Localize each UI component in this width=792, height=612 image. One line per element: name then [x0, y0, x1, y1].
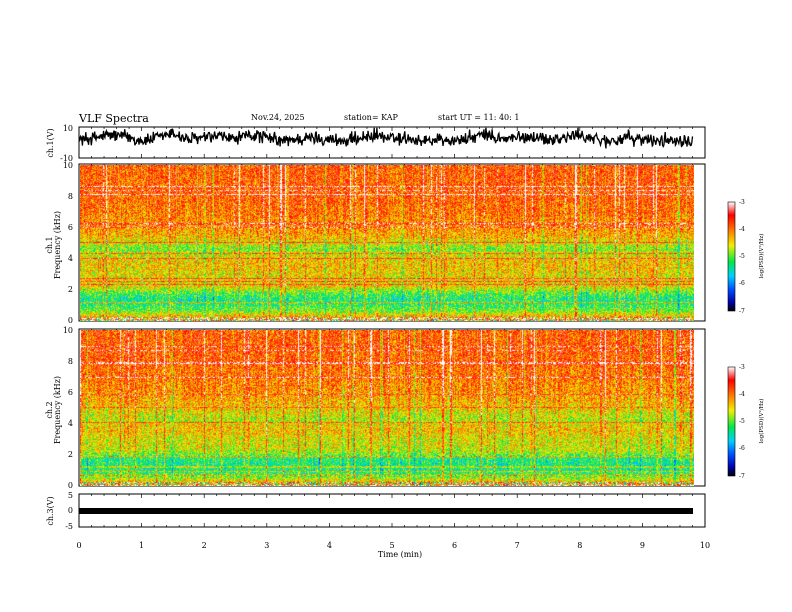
ch2-spectrogram-image: [80, 330, 694, 486]
ch1-freq-tick-0: 0: [68, 316, 73, 325]
ch1-freq-tick-2: 2: [68, 285, 73, 294]
ch1-cbar-tick-m5: -5: [739, 253, 745, 260]
ch2-freq-tick-2: 2: [68, 450, 73, 459]
time-tick-1: 1: [139, 541, 144, 550]
ch1-ylabel: ch.1(V): [46, 128, 55, 157]
time-tick-7: 7: [515, 541, 520, 550]
ch1-freq-tick-6: 6: [68, 223, 73, 232]
ch1-waveform-panel: 10 -10 ch.1(V): [46, 124, 706, 163]
ch1-freq-ylabel-line1: ch.1: [45, 236, 54, 253]
time-tick-3: 3: [264, 541, 269, 550]
ch2-freq-tick-6: 6: [68, 388, 73, 397]
ch3-ytick-top: 5: [68, 491, 73, 500]
ch1-freq-tick-10: 10: [63, 161, 73, 170]
ch3-waveform-trace: [79, 508, 693, 514]
header-date: Nov.24, 2025: [251, 113, 305, 122]
header-station: station= KAP: [344, 113, 398, 122]
ch2-freq-tick-10: 10: [63, 326, 73, 335]
ch1-ytick-top: 10: [63, 124, 73, 133]
ch1-waveform-trace: [78, 127, 694, 149]
ch2-cbar-tick-m4: -4: [739, 391, 745, 398]
ch3-waveform-panel: 5 0 -5 ch.3(V): [46, 491, 706, 531]
time-tick-10: 10: [700, 541, 710, 550]
ch2-cbar-tick-m7: -7: [739, 473, 745, 480]
header-start-time: start UT = 11: 40: 1: [438, 113, 520, 122]
ch1-freq-tick-8: 8: [68, 192, 73, 201]
ch1-colorbar: -3 -4 -5 -6 -7 log(PSD)(V²/Hz): [727, 199, 765, 315]
ch1-freq-ticks: 0 2 4 6 8 10: [63, 161, 73, 325]
ch2-cbar-tick-m3: -3: [739, 364, 745, 371]
ch2-colorbar: -3 -4 -5 -6 -7 log(PSD)(V²/Hz): [727, 364, 765, 480]
ch2-freq-ticks: 0 2 4 6 8 10: [63, 326, 73, 490]
time-tick-2: 2: [202, 541, 207, 550]
ch1-freq-ylabel-line2: Frequency (kHz): [53, 211, 62, 279]
time-tick-6: 6: [452, 541, 457, 550]
ch1-cbar-label: log(PSD)(V²/Hz): [758, 234, 765, 279]
ch2-colorbar-gradient: [727, 366, 736, 477]
time-tick-4: 4: [327, 541, 332, 550]
ch1-cbar-tick-m3: -3: [739, 199, 745, 206]
ch2-freq-ylabel-line2: Frequency (kHz): [53, 376, 62, 444]
ch3-ylabel: ch.3(V): [46, 496, 55, 525]
ch3-ytick-mid: 0: [68, 506, 73, 515]
ch2-freq-tick-8: 8: [68, 357, 73, 366]
ch1-colorbar-gradient: [727, 201, 736, 312]
time-tick-5: 5: [389, 541, 394, 550]
ch1-cbar-tick-m4: -4: [739, 226, 745, 233]
time-axis-label: Time (min): [378, 550, 422, 559]
time-tick-0: 0: [76, 541, 81, 550]
plot-title: VLF Spectra: [79, 112, 149, 125]
ch1-cbar-tick-m7: -7: [739, 308, 745, 315]
ch2-freq-tick-4: 4: [68, 419, 73, 428]
time-axis-labels: 0 1 2 3 4 5 6 7 8 9 10: [76, 541, 710, 550]
ch2-freq-tick-0: 0: [68, 481, 73, 490]
ch2-cbar-tick-m5: -5: [739, 418, 745, 425]
time-tick-9: 9: [640, 541, 645, 550]
time-tick-8: 8: [577, 541, 582, 550]
ch3-ytick-bottom: -5: [65, 522, 73, 531]
ch1-spectrogram-image: [80, 165, 694, 321]
ch1-ytick-bottom: -10: [60, 154, 73, 163]
ch1-cbar-tick-m6: -6: [739, 280, 745, 287]
ch2-cbar-label: log(PSD)(V²/Hz): [758, 399, 765, 444]
ch2-freq-ylabel-line1: ch.2: [45, 401, 54, 418]
ch1-freq-tick-4: 4: [68, 254, 73, 263]
ch2-cbar-tick-m6: -6: [739, 445, 745, 452]
